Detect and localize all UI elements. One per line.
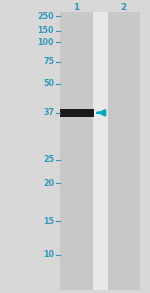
Text: 75: 75 <box>43 57 54 66</box>
Text: 2: 2 <box>121 3 127 12</box>
Bar <box>108 12 140 290</box>
Text: 150: 150 <box>38 26 54 35</box>
Text: 20: 20 <box>43 179 54 188</box>
Bar <box>60 109 94 117</box>
Text: 10: 10 <box>43 251 54 259</box>
Text: 250: 250 <box>37 12 54 21</box>
Text: 100: 100 <box>38 38 54 47</box>
Text: 50: 50 <box>43 79 54 88</box>
Bar <box>93 12 108 290</box>
Text: 37: 37 <box>43 108 54 117</box>
Text: 25: 25 <box>43 155 54 164</box>
Text: 1: 1 <box>73 3 80 12</box>
Bar <box>60 12 93 290</box>
Text: 15: 15 <box>43 217 54 226</box>
